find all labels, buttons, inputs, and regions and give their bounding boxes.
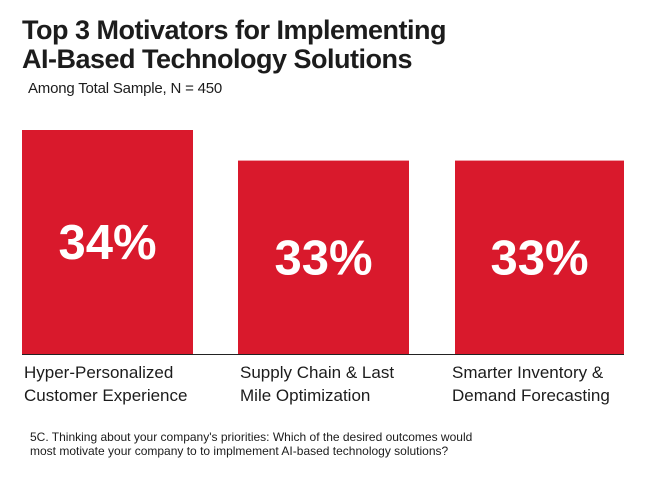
- chart-title: Top 3 Motivators for Implementing AI-Bas…: [22, 16, 622, 74]
- bar-1: [22, 130, 193, 354]
- bar-value-label-1: 34%: [58, 216, 156, 270]
- chart-title-line-1: Top 3 Motivators for Implementing: [22, 15, 447, 45]
- category-label-1-line-2: Customer Experience: [24, 386, 187, 405]
- bar-value-label-2: 33%: [274, 231, 372, 285]
- footnote-line-1: 5C. Thinking about your company's priori…: [30, 430, 473, 444]
- chart-subtitle: Among Total Sample, N = 450: [28, 80, 223, 97]
- bar-2: [238, 160, 409, 354]
- category-label-3-line-2: Demand Forecasting: [452, 386, 610, 405]
- bar-chart: 34% Hyper-Personalized Customer Experience…: [22, 130, 624, 405]
- footnote-line-2: most motivate your company to to implmem…: [30, 444, 449, 458]
- category-label-3-line-1: Smarter Inventory &: [452, 363, 604, 382]
- bar-value-label-3: 33%: [490, 231, 588, 285]
- category-label-1-line-1: Hyper-Personalized: [24, 363, 173, 382]
- category-label-2-line-1: Supply Chain & Last: [240, 363, 394, 382]
- footnote: 5C. Thinking about your company's priori…: [30, 430, 630, 458]
- bar-3: [455, 160, 624, 354]
- chart-title-line-2: AI-Based Technology Solutions: [22, 44, 413, 74]
- category-label-2-line-2: Mile Optimization: [240, 386, 370, 405]
